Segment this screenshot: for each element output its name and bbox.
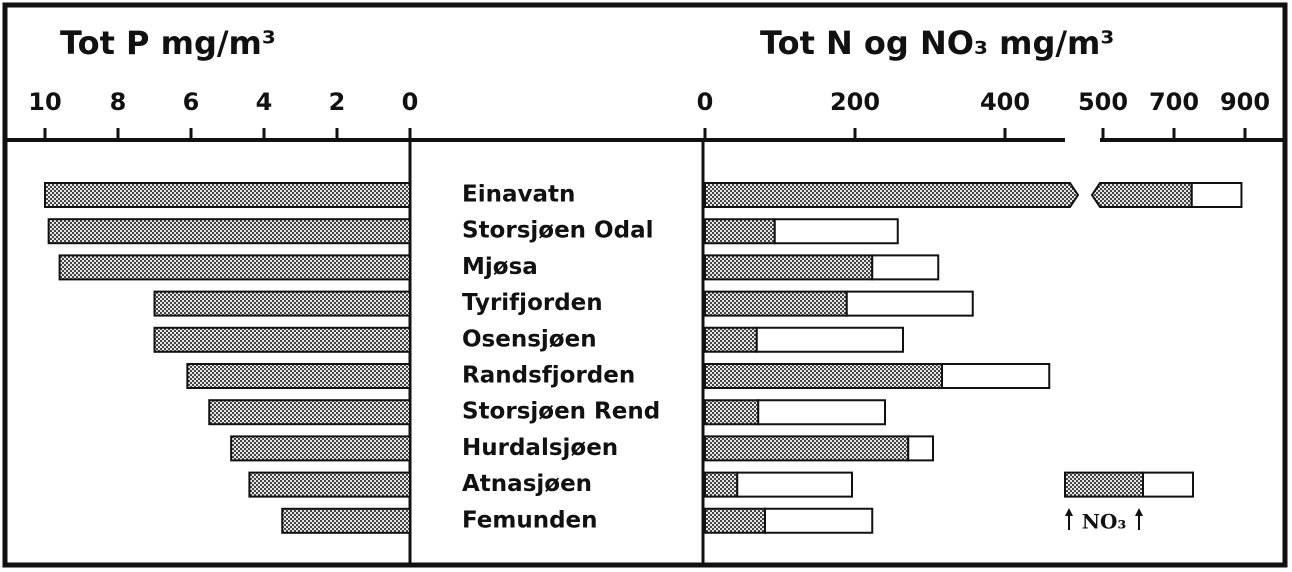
bar-segment xyxy=(1190,182,1243,208)
bar-segment xyxy=(704,399,760,426)
x-tick-label: 900 xyxy=(1220,88,1270,116)
bar-segment xyxy=(845,290,974,317)
bar-segment xyxy=(704,507,766,534)
bar-segment xyxy=(704,435,910,462)
bar-segment xyxy=(704,290,848,317)
category-label: Einavatn xyxy=(462,182,575,208)
bar-segment xyxy=(755,326,904,353)
bar xyxy=(153,326,411,353)
x-tick-label: 200 xyxy=(830,88,880,116)
x-tick-label: 4 xyxy=(256,88,273,116)
bar-segment xyxy=(773,218,899,245)
bar xyxy=(281,507,411,534)
category-label: Osensjøen xyxy=(462,326,597,352)
legend-swatch xyxy=(1142,471,1194,498)
x-tick-label: 0 xyxy=(402,88,419,116)
category-label: Tyrifjorden xyxy=(462,290,603,316)
category-label: Hurdalsjøen xyxy=(462,435,618,461)
x-tick-label: 6 xyxy=(183,88,200,116)
x-tick-label: 700 xyxy=(1149,88,1199,116)
left-title: Tot P mg/m³ xyxy=(60,24,276,62)
bar-segment xyxy=(704,326,758,353)
category-label: Femunden xyxy=(462,507,598,533)
bar-segment xyxy=(941,363,1051,389)
legend-label: NO₃ xyxy=(1082,510,1126,534)
category-label: Storsjøen Odal xyxy=(462,218,653,244)
x-tick-label: 500 xyxy=(1078,88,1128,116)
bar xyxy=(44,182,411,208)
bar xyxy=(208,399,411,426)
legend-swatch xyxy=(1064,471,1144,498)
bar xyxy=(230,435,411,462)
bar xyxy=(47,218,412,245)
x-tick-label: 400 xyxy=(980,88,1030,116)
bar xyxy=(153,290,411,317)
bar-segment xyxy=(704,218,776,245)
legend-arrow-head xyxy=(1065,508,1073,516)
x-tick-label: 10 xyxy=(28,88,61,116)
bar-segment xyxy=(907,435,934,462)
x-tick-label: 0 xyxy=(697,88,714,116)
x-tick-label: 8 xyxy=(110,88,127,116)
bar-segment xyxy=(704,363,943,389)
bar xyxy=(58,254,411,281)
bar-segment xyxy=(736,471,853,498)
category-label: Storsjøen Rend xyxy=(462,399,660,425)
bar xyxy=(248,471,411,498)
bar-segment xyxy=(704,182,1193,208)
legend-arrow-head xyxy=(1135,508,1143,516)
x-tick-label: 2 xyxy=(329,88,346,116)
bar-segment xyxy=(871,254,940,281)
bar xyxy=(186,363,411,389)
bar-segment xyxy=(757,399,886,426)
right-title: Tot N og NO₃ mg/m³ xyxy=(760,24,1114,62)
category-label: Randsfjorden xyxy=(462,363,635,389)
category-label: Atnasjøen xyxy=(462,471,592,497)
bar-segment xyxy=(764,507,874,534)
bar-segment xyxy=(704,254,874,281)
bar-segment xyxy=(704,471,739,498)
category-label: Mjøsa xyxy=(462,254,538,280)
